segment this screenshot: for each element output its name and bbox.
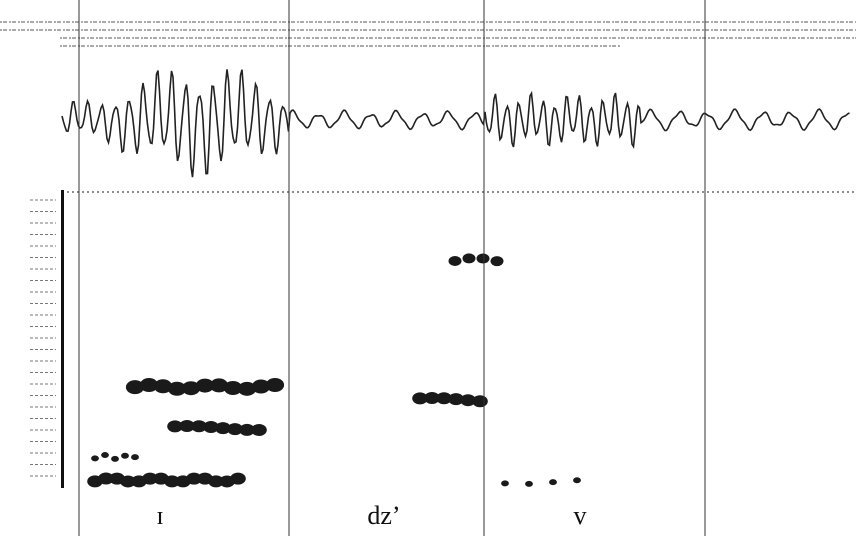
formant-blob (501, 480, 509, 487)
formant-blob (111, 455, 119, 462)
formant-blob (460, 394, 476, 407)
formant-blob (209, 378, 229, 393)
formant-blob (191, 420, 207, 433)
formant-blob (227, 423, 243, 436)
formant-blob (424, 392, 440, 405)
segment-label: ɪ (156, 501, 163, 530)
formant-blob (91, 455, 99, 462)
waveform (61, 69, 850, 178)
formant-blob (101, 452, 109, 459)
formant-blob (462, 253, 476, 264)
formant-blob (230, 472, 246, 485)
formant-blob (223, 380, 243, 395)
formant-blob (239, 423, 255, 436)
formant-blob (549, 479, 557, 486)
formant-blob (525, 480, 533, 487)
formant-blob (120, 475, 136, 488)
formant-blob (167, 381, 187, 396)
formant-blob (186, 472, 202, 485)
formant-blob (472, 395, 488, 408)
formant-blob (208, 475, 224, 488)
formant-blob (179, 420, 195, 433)
axis-ticks (30, 199, 56, 477)
segment-label: dz’ (367, 501, 400, 530)
formant-blob (98, 472, 114, 485)
formant-blob (142, 472, 158, 485)
formant-blob (412, 392, 428, 405)
axis-bar (61, 190, 64, 488)
formant-blob (203, 421, 219, 434)
formant-blob (436, 392, 452, 405)
formant-blob (448, 393, 464, 406)
formant-blob (153, 379, 173, 394)
formant-blob (251, 423, 267, 436)
formant-blob (448, 256, 462, 267)
formant-blob (167, 420, 183, 433)
formant-blob (490, 256, 504, 267)
formant-blob (265, 378, 285, 393)
formant-blob (573, 477, 581, 484)
formant-blob (476, 253, 490, 264)
formant-blob (131, 454, 139, 461)
formant-blob (125, 380, 145, 395)
formant-blob (237, 381, 257, 396)
formant-blob (164, 475, 180, 488)
boundaries (78, 0, 706, 536)
segment-label: v (574, 501, 587, 530)
formant-blob (121, 452, 129, 459)
formant-blob (251, 379, 271, 394)
formant-blob (195, 378, 215, 393)
formant-blob (139, 378, 159, 393)
header-strip (0, 21, 856, 47)
spectrogram (87, 253, 581, 488)
formant-blob (215, 422, 231, 435)
formant-blob (181, 381, 201, 396)
